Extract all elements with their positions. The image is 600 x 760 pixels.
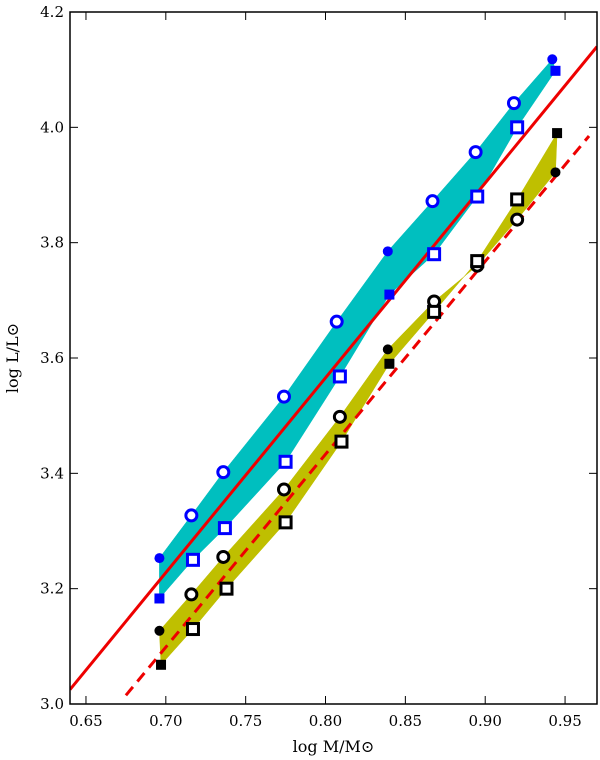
black-open-circle-marker: [510, 212, 525, 227]
cyan-band: [159, 58, 556, 600]
blue-open-circle-marker: [425, 194, 440, 209]
y-tick-label: 3.8: [40, 234, 64, 252]
blue-open-square-marker: [510, 120, 525, 135]
blue-open-circle-marker: [468, 145, 483, 160]
y-tick-label: 4.0: [40, 118, 64, 136]
blue-open-square-marker: [278, 454, 293, 469]
blue-open-square-marker: [217, 521, 232, 536]
y-tick-label: 4.2: [40, 3, 64, 21]
black-filled-circle-marker: [550, 167, 561, 178]
x-tick-label: 0.95: [548, 712, 581, 730]
black-filled-circle-marker: [154, 625, 165, 636]
black-open-circle-marker: [332, 409, 347, 424]
solid-fit-line: [70, 45, 597, 691]
x-tick-label: 0.85: [389, 712, 422, 730]
blue-open-square-marker: [332, 369, 347, 384]
y-tick-label: 3.2: [40, 580, 64, 598]
x-tick-label: 0.90: [469, 712, 502, 730]
black-open-square-marker: [334, 434, 349, 449]
blue-open-square-marker: [185, 552, 200, 567]
black-open-circle-marker: [276, 482, 291, 497]
black-open-square-marker: [510, 192, 525, 207]
black-open-circle-marker: [216, 549, 231, 564]
blue-filled-square-marker: [550, 65, 561, 76]
blue-open-circle-marker: [276, 389, 291, 404]
blue-open-circle-marker: [216, 465, 231, 480]
black-open-circle-marker: [184, 587, 199, 602]
x-tick-label: 0.75: [229, 712, 262, 730]
blue-filled-square-marker: [384, 289, 395, 300]
blue-filled-circle-marker: [154, 553, 165, 564]
blue-open-square-marker: [427, 247, 442, 262]
black-open-square-marker: [278, 515, 293, 530]
y-axis-label: log L/L⊙: [3, 323, 22, 393]
blue-filled-circle-marker: [547, 54, 558, 65]
blue-open-circle-marker: [506, 96, 521, 111]
blue-open-circle-marker: [184, 508, 199, 523]
x-tick-label: 0.70: [149, 712, 182, 730]
x-axis-label: log M/M⊙: [293, 737, 375, 756]
y-tick-label: 3.0: [40, 695, 64, 713]
black-filled-square-marker: [156, 659, 167, 670]
blue-open-square-marker: [470, 189, 485, 204]
black-filled-circle-marker: [382, 344, 393, 355]
black-open-square-marker: [470, 254, 485, 269]
dashed-fit-line: [124, 135, 591, 697]
blue-filled-circle-marker: [382, 246, 393, 257]
x-tick-label: 0.65: [69, 712, 102, 730]
y-tick-label: 3.6: [40, 349, 64, 367]
blue-open-circle-marker: [329, 314, 344, 329]
black-open-square-marker: [185, 622, 200, 637]
black-filled-square-marker: [552, 128, 563, 139]
fit-lines: [70, 45, 597, 697]
black-open-square-marker: [219, 581, 234, 596]
data-markers: [154, 54, 563, 670]
x-tick-label: 0.80: [309, 712, 342, 730]
confidence-bands: [159, 58, 558, 666]
axis-ticks: 0.65 0.70 0.75 0.80 0.85 0.90 0.95 3.0 3.2 3.4 3.6…: [40, 3, 597, 730]
black-open-square-marker: [427, 304, 442, 319]
black-filled-square-marker: [384, 358, 395, 369]
blue-filled-square-marker: [154, 593, 165, 604]
y-tick-label: 3.4: [40, 464, 64, 482]
